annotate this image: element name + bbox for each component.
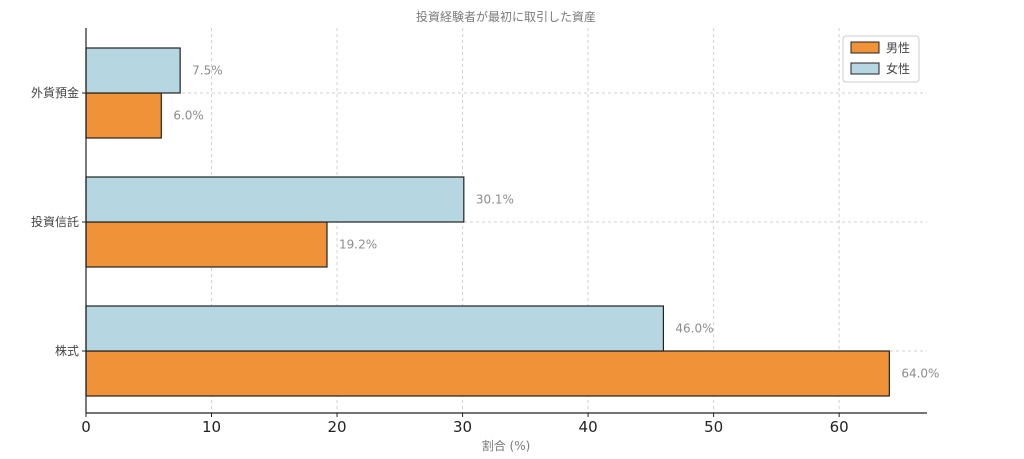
y-tick-label: 株式 xyxy=(55,343,79,358)
bar-male xyxy=(85,350,890,397)
x-tick-label: 20 xyxy=(327,418,346,436)
x-ticks: 0 10 20 30 40 50 60 xyxy=(81,413,849,436)
y-tick-label: 投資信託 xyxy=(31,214,79,229)
x-tick-label: 50 xyxy=(704,418,723,436)
data-label: 6.0% xyxy=(173,109,204,123)
x-tick-label: 10 xyxy=(202,418,221,436)
bar-female xyxy=(85,305,665,352)
chart-title: 投資経験者が最初に取引した資産 xyxy=(416,9,596,24)
legend-label-male: 男性 xyxy=(886,41,910,55)
x-tick-label: 30 xyxy=(453,418,472,436)
bar-female xyxy=(85,176,465,223)
data-label: 46.0% xyxy=(675,322,713,336)
data-label: 64.0% xyxy=(901,367,939,381)
data-label: 7.5% xyxy=(192,64,223,78)
x-tick-label: 60 xyxy=(830,418,849,436)
x-axis-label: 割合 (%) xyxy=(482,438,531,453)
data-label: 30.1% xyxy=(476,193,514,207)
legend: 男性 女性 xyxy=(842,35,920,83)
bar-male xyxy=(85,92,162,139)
bar-male xyxy=(85,221,328,268)
legend-swatch-female xyxy=(850,62,880,75)
x-tick-label: 40 xyxy=(579,418,598,436)
data-labels: 6.0% 7.5% 19.2% 30.1% 64.0% 46.0% xyxy=(173,64,939,381)
bar-female xyxy=(85,47,181,94)
x-tick-label: 0 xyxy=(81,418,91,436)
legend-swatch-male xyxy=(850,41,880,54)
data-label: 19.2% xyxy=(339,238,377,252)
legend-label-female: 女性 xyxy=(886,61,910,76)
axes xyxy=(85,28,927,414)
bars xyxy=(85,47,890,397)
y-tick-label: 外貨預金 xyxy=(31,85,79,100)
